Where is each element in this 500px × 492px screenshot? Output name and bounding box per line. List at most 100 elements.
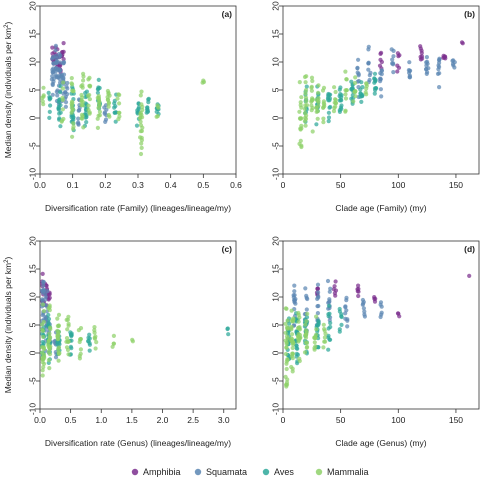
point-mammalia bbox=[79, 103, 84, 108]
point-mammalia bbox=[56, 331, 61, 336]
point-mammalia bbox=[66, 339, 71, 344]
point-mammalia bbox=[155, 114, 160, 119]
point-squamata bbox=[450, 58, 455, 64]
point-squamata bbox=[50, 81, 55, 86]
point-mammalia bbox=[285, 326, 290, 331]
point-squamata bbox=[292, 299, 297, 304]
point-squamata bbox=[316, 303, 321, 309]
point-mammalia bbox=[321, 99, 326, 104]
y-axis-label-superscript: 2 bbox=[4, 24, 10, 28]
point-squamata bbox=[391, 48, 396, 54]
point-mammalia bbox=[139, 89, 144, 94]
point-aves bbox=[326, 326, 331, 331]
point-mammalia bbox=[70, 107, 76, 112]
point-squamata bbox=[315, 282, 321, 287]
y-tick-label: 15 bbox=[270, 29, 280, 39]
point-squamata bbox=[361, 306, 366, 311]
y-tick-label: 0 bbox=[27, 115, 37, 120]
point-aves bbox=[96, 77, 101, 82]
point-aves bbox=[326, 95, 331, 100]
point-squamata bbox=[437, 71, 442, 76]
point-aves bbox=[358, 87, 363, 92]
point-squamata bbox=[344, 298, 349, 303]
point-mammalia bbox=[298, 138, 303, 143]
point-amphibia bbox=[61, 41, 66, 46]
point-mammalia bbox=[290, 345, 295, 351]
x-tick-label: 50 bbox=[336, 415, 346, 425]
point-mammalia bbox=[139, 141, 144, 146]
point-aves bbox=[328, 320, 333, 326]
point-mammalia bbox=[299, 95, 304, 100]
point-mammalia bbox=[312, 335, 317, 340]
point-amphibia bbox=[50, 45, 55, 50]
point-aves bbox=[328, 337, 333, 342]
point-mammalia bbox=[297, 80, 302, 85]
point-squamata bbox=[436, 63, 441, 68]
point-aves bbox=[327, 311, 332, 316]
legend-swatch-aves bbox=[262, 468, 270, 476]
point-squamata bbox=[55, 59, 60, 64]
x-tick-label: 100 bbox=[391, 180, 405, 190]
point-aves bbox=[359, 99, 364, 104]
point-aves bbox=[326, 333, 331, 338]
point-squamata bbox=[325, 278, 331, 284]
point-mammalia bbox=[41, 309, 47, 314]
legend-swatch-mammalia bbox=[315, 468, 323, 476]
point-aves bbox=[46, 312, 51, 318]
point-mammalia bbox=[321, 116, 326, 121]
point-squamata bbox=[366, 44, 371, 49]
point-aves bbox=[48, 103, 53, 108]
point-mammalia bbox=[284, 366, 289, 372]
point-mammalia bbox=[303, 95, 309, 100]
point-mammalia bbox=[312, 340, 317, 345]
point-mammalia bbox=[40, 360, 45, 365]
x-tick-label: 1.5 bbox=[126, 415, 138, 425]
x-tick-label: 50 bbox=[336, 180, 346, 190]
point-mammalia bbox=[291, 340, 296, 345]
point-mammalia bbox=[305, 311, 310, 316]
point-mammalia bbox=[298, 127, 303, 132]
point-squamata bbox=[391, 70, 396, 75]
point-mammalia bbox=[315, 116, 320, 121]
point-mammalia bbox=[333, 97, 338, 102]
point-mammalia bbox=[87, 110, 92, 115]
point-mammalia bbox=[94, 340, 99, 345]
point-mammalia bbox=[115, 96, 120, 101]
points bbox=[40, 41, 207, 157]
point-aves bbox=[46, 316, 52, 322]
panel-d: 0 50 100 150 -10 -5 0 5 10 15 20 (d) Clade age (Genu… bbox=[270, 236, 480, 448]
point-mammalia bbox=[303, 123, 308, 128]
point-mammalia bbox=[316, 83, 321, 88]
x-tick-label: 0.0 bbox=[34, 415, 46, 425]
point-mammalia bbox=[46, 345, 52, 350]
legend-label-amphibia: Amphibia bbox=[143, 467, 181, 477]
point-mammalia bbox=[138, 119, 143, 124]
y-tick-label: -10 bbox=[27, 403, 37, 416]
point-squamata bbox=[292, 293, 297, 298]
point-aves bbox=[294, 343, 299, 348]
point-mammalia bbox=[344, 88, 349, 93]
x-tick-label: 0 bbox=[281, 415, 286, 425]
points bbox=[297, 40, 465, 150]
x-tick-label: 2.0 bbox=[157, 415, 169, 425]
point-mammalia bbox=[297, 116, 303, 121]
point-mammalia bbox=[69, 103, 75, 108]
point-amphibia bbox=[332, 284, 337, 289]
point-aves bbox=[373, 77, 378, 82]
point-mammalia bbox=[95, 125, 100, 130]
point-mammalia bbox=[138, 116, 143, 121]
point-squamata bbox=[368, 70, 373, 75]
point-squamata bbox=[356, 71, 361, 77]
point-mammalia bbox=[47, 331, 52, 336]
y-tick-label: 5 bbox=[270, 87, 280, 92]
point-mammalia bbox=[138, 93, 143, 98]
point-squamata bbox=[379, 68, 384, 73]
point-mammalia bbox=[304, 99, 309, 104]
legend-label-squamata: Squamata bbox=[206, 467, 247, 477]
x-axis-label: Clade age (Genus) (my) bbox=[335, 438, 426, 448]
point-squamata bbox=[426, 66, 431, 71]
point-aves bbox=[326, 347, 331, 352]
point-squamata bbox=[76, 116, 81, 121]
point-mammalia bbox=[106, 90, 111, 95]
point-squamata bbox=[315, 311, 320, 316]
